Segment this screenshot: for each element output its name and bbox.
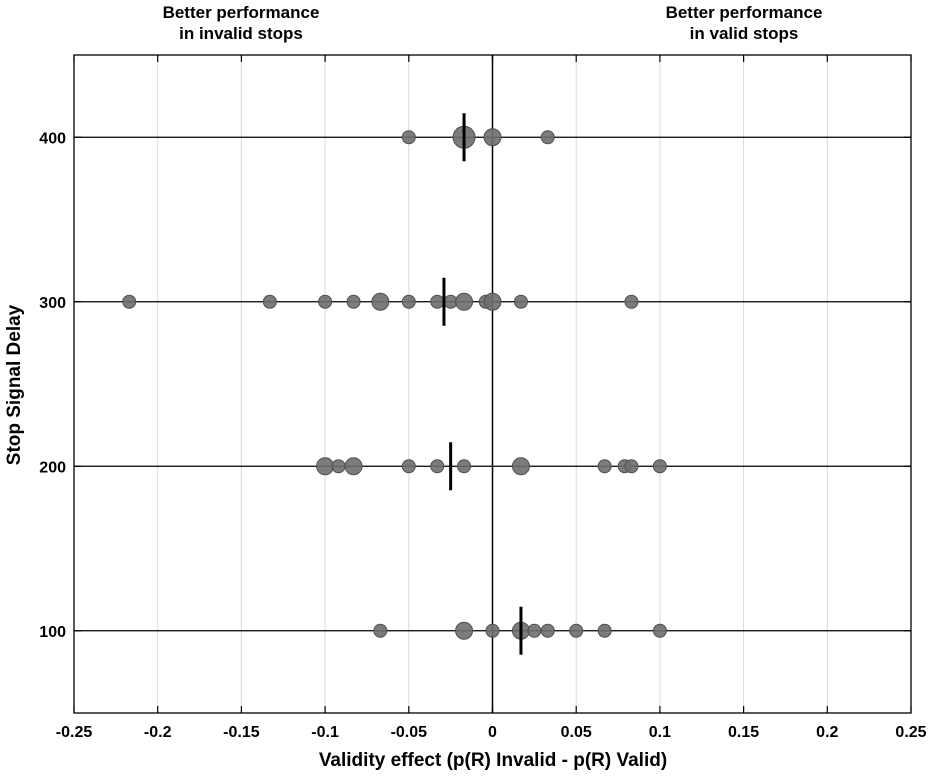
y-axis-title: Stop Signal Delay <box>4 304 25 465</box>
axis-ticks: -0.25 -0.2 -0.15 -0.1 -0.05 0 0.05 0.1 0.15 0.2 0.… <box>39 55 927 741</box>
data-point <box>430 459 445 474</box>
annotation-left-line1: Better performance <box>163 3 320 22</box>
y-tick-label: 200 <box>39 459 66 476</box>
data-point <box>316 457 335 476</box>
data-point <box>401 130 416 145</box>
x-tick-label: 0.2 <box>816 724 838 741</box>
data-point <box>511 457 530 476</box>
x-tick-label: 0.25 <box>895 724 926 741</box>
data-point <box>455 621 474 640</box>
data-point <box>597 459 612 474</box>
data-point <box>527 623 542 638</box>
y-tick-label: 100 <box>39 624 66 641</box>
data-point <box>540 623 555 638</box>
data-point <box>485 623 500 638</box>
annotation-left-line2: in invalid stops <box>179 24 303 43</box>
data-point <box>371 292 390 311</box>
data-point <box>346 294 361 309</box>
data-point <box>652 459 667 474</box>
data-point <box>540 130 555 145</box>
data-point <box>318 294 333 309</box>
annotation-right-line2: in valid stops <box>690 24 799 43</box>
data-point <box>430 294 445 309</box>
mean-markers <box>442 113 523 655</box>
x-tick-label: -0.25 <box>56 724 93 741</box>
x-axis-title: Validity effect (p(R) Invalid - p(R) Val… <box>319 750 667 771</box>
data-point <box>401 459 416 474</box>
data-point <box>401 294 416 309</box>
data-point <box>331 459 346 474</box>
data-points <box>122 125 667 640</box>
x-tick-label: 0.15 <box>728 724 759 741</box>
data-point <box>455 292 474 311</box>
data-point <box>597 623 612 638</box>
data-point <box>122 294 137 309</box>
y-tick-label: 400 <box>39 130 66 147</box>
data-point <box>262 294 277 309</box>
data-point <box>513 294 528 309</box>
x-tick-label: -0.2 <box>144 724 172 741</box>
x-tick-label: -0.05 <box>391 724 428 741</box>
x-tick-label: 0 <box>488 724 497 741</box>
x-tick-label: 0.05 <box>561 724 592 741</box>
y-tick-label: 300 <box>39 295 66 312</box>
data-point <box>483 128 502 147</box>
data-point <box>624 459 639 474</box>
x-tick-label: -0.15 <box>223 724 260 741</box>
data-point <box>373 623 388 638</box>
data-point <box>624 294 639 309</box>
data-point <box>483 292 502 311</box>
data-point <box>344 457 363 476</box>
data-point <box>569 623 584 638</box>
annotation-right-line1: Better performance <box>666 3 823 22</box>
data-point <box>652 623 667 638</box>
x-tick-label: 0.1 <box>649 724 671 741</box>
x-tick-label: -0.1 <box>311 724 339 741</box>
data-point <box>457 459 472 474</box>
